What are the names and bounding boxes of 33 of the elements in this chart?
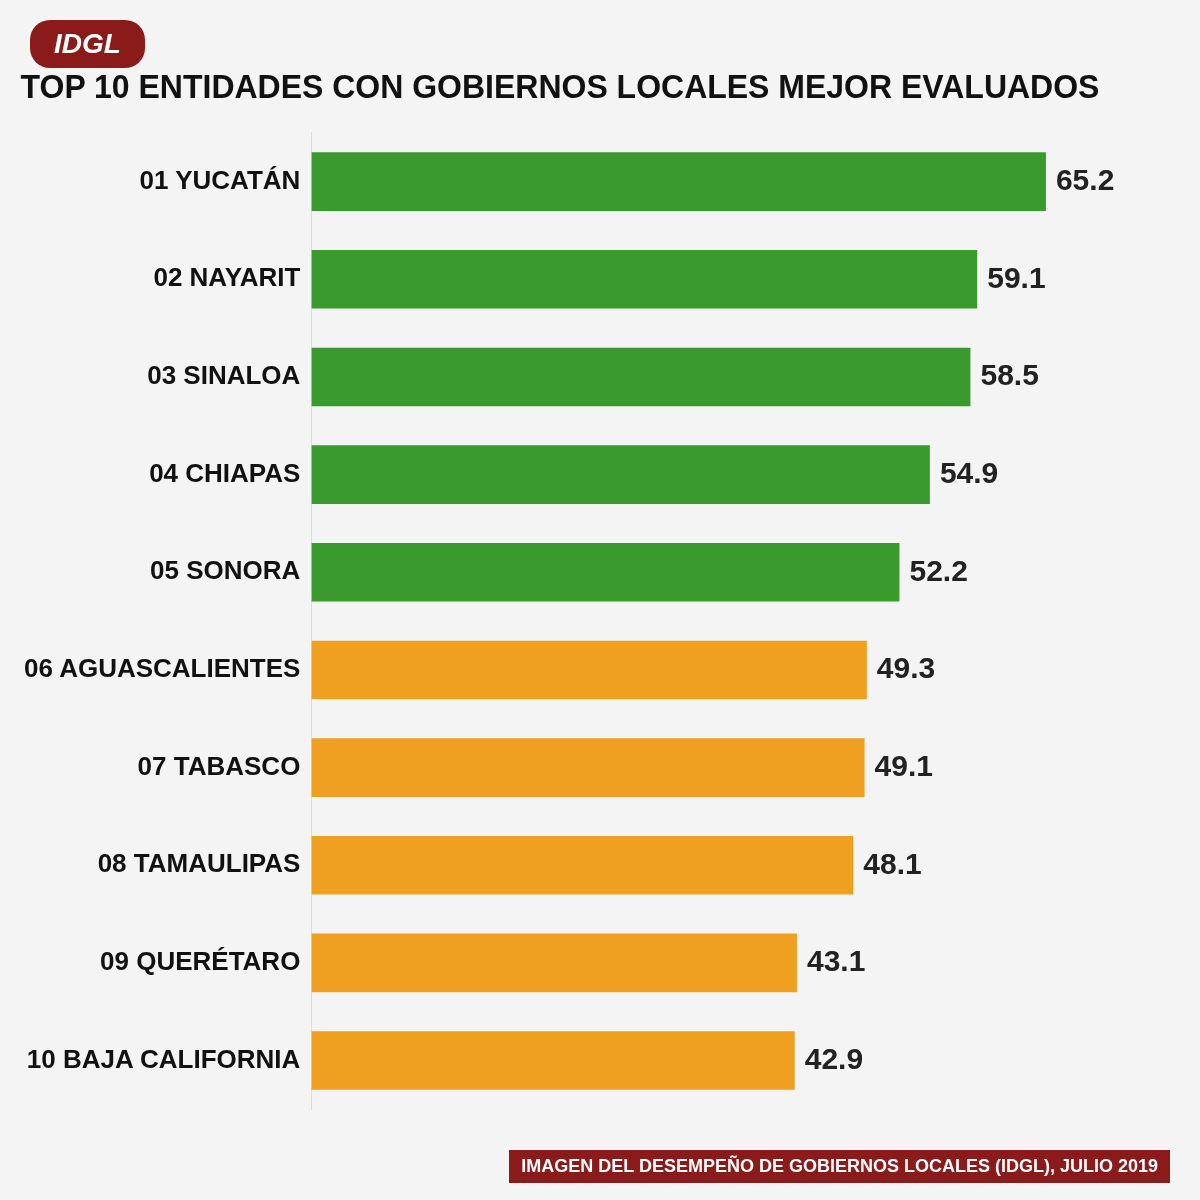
bar — [311, 835, 854, 895]
chart-title: TOP 10 ENTIDADES CON GOBIERNOS LOCALES MEJOR EVALUADOS — [20, 66, 1100, 105]
bar — [311, 640, 867, 700]
y-tick-label: 07 TABASCO — [137, 750, 301, 781]
bar — [311, 249, 978, 309]
data-label: 52.2 — [909, 553, 968, 587]
data-label: 59.1 — [987, 260, 1046, 294]
y-tick-label: 10 BAJA CALIFORNIA — [26, 1043, 301, 1074]
y-tick-label: 01 YUCATÁN — [139, 164, 301, 195]
bar — [311, 152, 1046, 211]
data-label: 42.9 — [804, 1041, 864, 1075]
data-label: 48.1 — [863, 846, 922, 880]
data-label: 49.1 — [874, 748, 933, 782]
data-label: 54.9 — [939, 455, 999, 489]
y-tick-label: 08 TAMAULIPAS — [97, 848, 301, 879]
bar — [311, 738, 865, 797]
data-label: 43.1 — [806, 944, 866, 978]
y-tick-label: 09 QUERÉTARO — [100, 946, 301, 977]
text: IDGL — [30, 20, 145, 68]
y-tick-label: 02 NAYARIT — [153, 262, 301, 293]
bar — [311, 1031, 795, 1090]
data-label: 58.5 — [980, 358, 1039, 392]
bar — [311, 347, 971, 407]
data-label: 65.2 — [1055, 162, 1115, 196]
y-tick-label: 04 CHIAPAS — [149, 457, 301, 488]
data-label: 49.3 — [876, 651, 936, 685]
y-tick-label: 03 SINALOA — [147, 360, 301, 391]
y-tick-label: 06 AGUASCALIENTES — [23, 653, 301, 684]
bar — [311, 445, 930, 504]
text: IMAGEN DEL DESEMPEÑO DE GOBIERNOS LOCALES (IDGL), JULIO 2019 — [509, 1150, 1170, 1183]
bar — [311, 933, 797, 993]
bar — [311, 542, 900, 602]
y-tick-label: 05 SONORA — [150, 555, 301, 586]
